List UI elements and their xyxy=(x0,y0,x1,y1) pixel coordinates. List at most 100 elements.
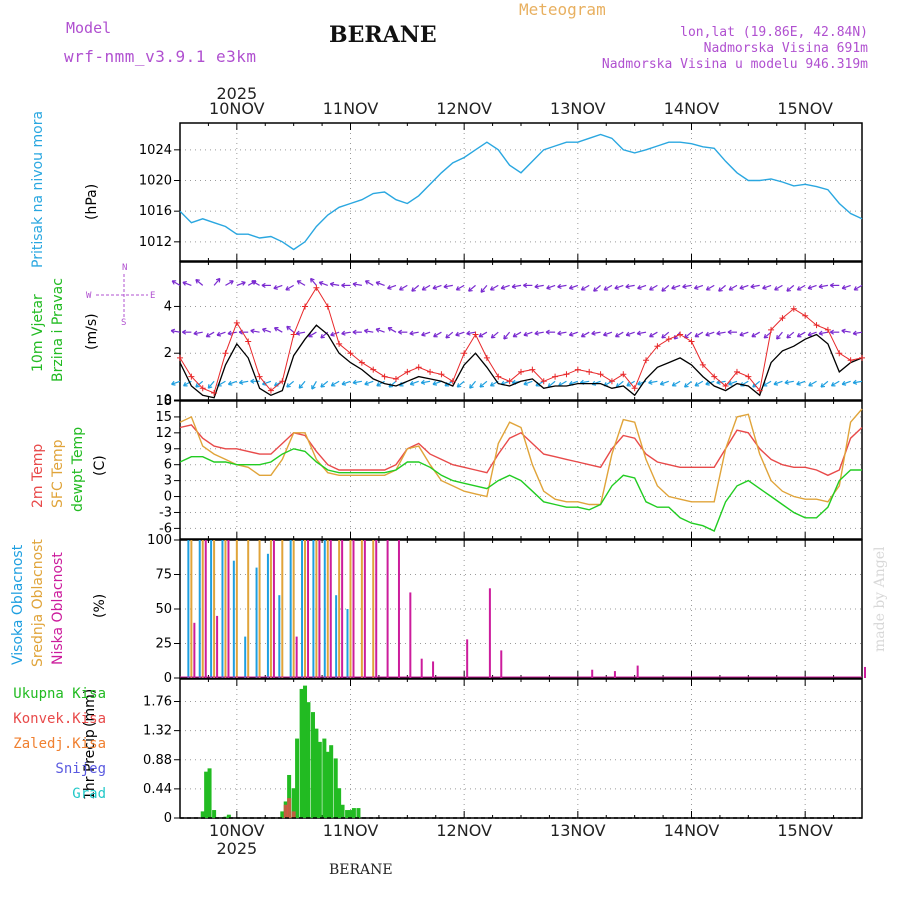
wind-arrow-head xyxy=(352,379,357,385)
wind-arrow-head xyxy=(238,379,244,385)
wind-arrow xyxy=(480,285,488,293)
low-cloud-bar xyxy=(227,540,230,678)
bottom-date-label: 12NOV xyxy=(436,821,492,840)
wind-arrow-head xyxy=(546,284,551,290)
top-date-label: 14NOV xyxy=(664,99,720,118)
wind-arrow xyxy=(443,284,453,288)
y-tick-label: -3 xyxy=(159,505,172,520)
wind-arrow-head xyxy=(182,329,187,335)
wind-arrow-head xyxy=(852,379,858,385)
wind-arrow-head xyxy=(750,283,755,289)
wind-arrow xyxy=(671,284,681,290)
wind-arrow xyxy=(331,380,340,387)
bottom-year-label: 2025 xyxy=(216,839,257,858)
wind-arrow xyxy=(694,284,704,290)
wind-gust-marker xyxy=(506,378,513,385)
wind-arrow-head xyxy=(671,381,677,387)
panel-frame xyxy=(179,539,863,679)
wind-arrow-head xyxy=(637,284,642,290)
wind-gust-marker xyxy=(245,338,252,345)
wind-arrow-head xyxy=(183,381,188,387)
compass-w: W xyxy=(86,291,92,301)
wind-arrow xyxy=(286,380,295,388)
wind-gust-marker xyxy=(370,366,377,373)
wind-arrow xyxy=(285,284,294,291)
wind-arrow xyxy=(557,284,567,288)
wind-arrow xyxy=(841,330,851,333)
wind-arrow xyxy=(615,331,624,338)
y-tick-label: 12 xyxy=(155,426,172,441)
wind-arrow-head xyxy=(705,286,711,291)
high-cloud-bar xyxy=(244,636,247,678)
legend-convective-rain: Konvek.Kisa xyxy=(13,711,106,727)
wind-gust-marker xyxy=(302,303,309,310)
total-precip-bar xyxy=(337,788,342,818)
wind-arrow xyxy=(247,280,257,286)
wind-gust-marker xyxy=(404,368,411,375)
mid-cloud-bar xyxy=(372,540,375,678)
wind-arrow-head xyxy=(479,383,485,388)
wind-arrow-head xyxy=(421,331,426,337)
bottom-date-label: 11NOV xyxy=(323,821,379,840)
wind-gust-marker xyxy=(722,382,729,389)
wind-arrow-head xyxy=(320,383,325,388)
wind-arrow-head xyxy=(786,287,791,292)
y-tick-label: 6 xyxy=(164,458,172,473)
wind-arrow xyxy=(274,327,283,333)
wind-arrow-head xyxy=(661,287,666,292)
total-precip-bar xyxy=(340,804,345,818)
total-precip-bar xyxy=(322,738,327,818)
wind-arrow xyxy=(433,331,442,338)
wind-arrow xyxy=(213,278,221,286)
wind-arrow-head xyxy=(171,380,176,386)
wind-gust-marker xyxy=(529,366,536,373)
high-cloud-bar xyxy=(346,609,349,678)
wind-gust-marker xyxy=(199,385,206,392)
wind-arrow-head xyxy=(420,379,426,385)
wind-arrow xyxy=(831,380,840,387)
wind-arrow xyxy=(796,380,806,385)
mid-cloud-bar xyxy=(281,540,284,678)
wind-arrow xyxy=(580,380,590,384)
wind-arrow-head xyxy=(432,284,438,290)
wind-arrow xyxy=(776,331,783,340)
temp-2m-line xyxy=(179,424,863,477)
wind-arrow xyxy=(774,284,783,291)
wind-arrow-head xyxy=(853,286,859,291)
wind-gust-marker xyxy=(768,326,775,333)
wind-arrow xyxy=(603,284,613,291)
wind-arrow xyxy=(786,284,795,292)
wind-arrow-head xyxy=(227,330,232,336)
convective-precip-bar xyxy=(291,811,296,818)
wind-arrow xyxy=(410,380,419,385)
total-precip-bar xyxy=(333,758,338,818)
wind-arrow xyxy=(478,331,488,338)
model-name: wrf-nmm_v3.9.1 e3km xyxy=(64,47,257,66)
lonlat-info: lon,lat (19.86E, 42.84N) xyxy=(680,25,868,40)
bottom-date-label: 14NOV xyxy=(664,821,720,840)
wind-arrow xyxy=(616,380,624,388)
wind-arrow-head xyxy=(829,329,835,335)
wind-arrow-head xyxy=(523,282,528,288)
wind-arrow-head xyxy=(318,280,324,286)
y-tick-label: 0 xyxy=(164,671,172,686)
wind-arrow-head xyxy=(625,331,631,337)
y-tick-label: 1012 xyxy=(139,235,172,250)
wind-arrow-head xyxy=(718,287,723,292)
wind-arrow xyxy=(503,331,511,340)
pressure-line xyxy=(179,133,863,251)
wind-gust-marker xyxy=(699,361,706,368)
compass-s: S xyxy=(121,318,126,328)
y-tick-label: 50 xyxy=(155,602,172,617)
wind-arrow xyxy=(469,380,476,389)
wind-arrow-head xyxy=(625,283,630,289)
wind-arrow xyxy=(694,380,704,387)
mid-cloud-bar xyxy=(190,540,193,678)
wind-gust-marker xyxy=(290,331,297,338)
mid-cloud-bar xyxy=(269,540,272,678)
wind-arrow-head xyxy=(286,383,291,388)
wind-arrow xyxy=(728,380,738,385)
wind-arrow-head xyxy=(728,380,733,386)
wind-gust-marker xyxy=(518,368,524,375)
high-cloud-bar xyxy=(301,540,304,678)
